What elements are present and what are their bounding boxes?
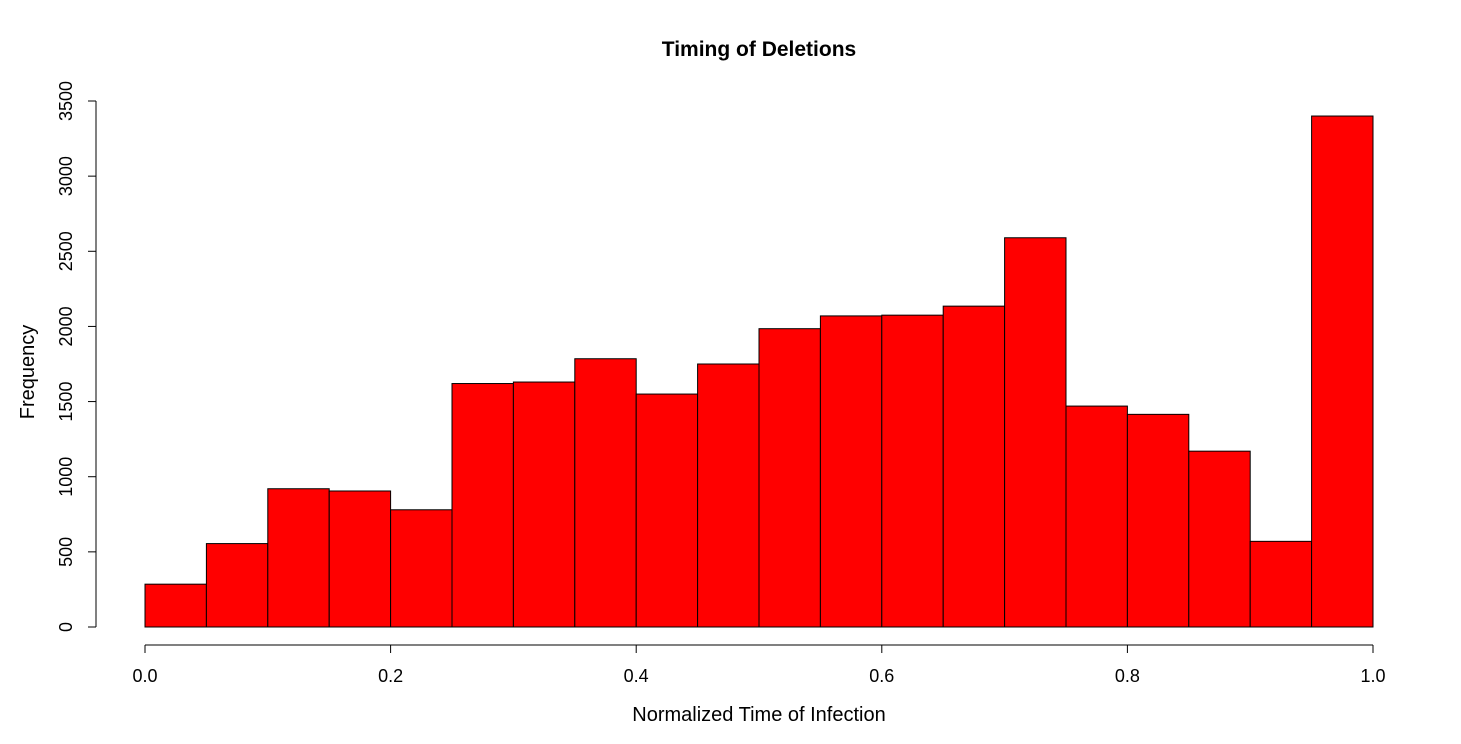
y-axis: 0 500 1000 1500 2000 2500 3000 3500 — [56, 81, 97, 632]
x-tick-label: 0.0 — [132, 666, 157, 686]
y-tick-label: 3000 — [56, 156, 76, 196]
histogram-bar — [512, 381, 576, 628]
histogram-bar — [574, 358, 637, 628]
histogram-bar — [390, 509, 453, 628]
y-tick-label: 2000 — [56, 306, 76, 346]
histogram-bar — [881, 314, 944, 628]
histogram-bar — [1311, 115, 1374, 628]
histogram-bar — [1065, 405, 1128, 628]
histogram-bar — [328, 490, 392, 628]
y-tick-label: 3500 — [56, 81, 76, 121]
bar-group — [144, 115, 1374, 628]
y-tick-label: 500 — [56, 537, 76, 567]
y-tick-label: 1000 — [56, 457, 76, 497]
histogram-bar — [144, 583, 207, 628]
y-tick-label: 1500 — [56, 382, 76, 422]
chart-title: Timing of Deletions — [662, 38, 856, 61]
y-tick-label: 2500 — [56, 231, 76, 271]
y-axis-label: Frequency — [17, 325, 39, 420]
y-tick-label: 0 — [56, 622, 76, 632]
histogram-bar — [1004, 237, 1067, 628]
x-tick-label: 0.6 — [869, 666, 894, 686]
histogram-bar — [942, 305, 1006, 628]
histogram-bar — [267, 488, 330, 628]
histogram-bar — [451, 383, 514, 628]
histogram-bar — [635, 393, 699, 628]
x-tick-label: 1.0 — [1360, 666, 1385, 686]
histogram-bar — [758, 328, 821, 628]
x-tick-label: 0.8 — [1115, 666, 1140, 686]
histogram-bar — [697, 363, 760, 628]
histogram-bar — [205, 543, 269, 628]
histogram-bar — [1126, 413, 1190, 628]
histogram-bar — [819, 315, 883, 628]
histogram-bar — [1249, 540, 1313, 628]
histogram-bar — [1188, 450, 1251, 628]
x-tick-label: 0.2 — [378, 666, 403, 686]
x-axis: 0.0 0.2 0.4 0.6 0.8 1.0 — [132, 644, 1386, 686]
x-axis-label: Normalized Time of Infection — [632, 704, 885, 726]
x-tick-label: 0.4 — [624, 666, 649, 686]
